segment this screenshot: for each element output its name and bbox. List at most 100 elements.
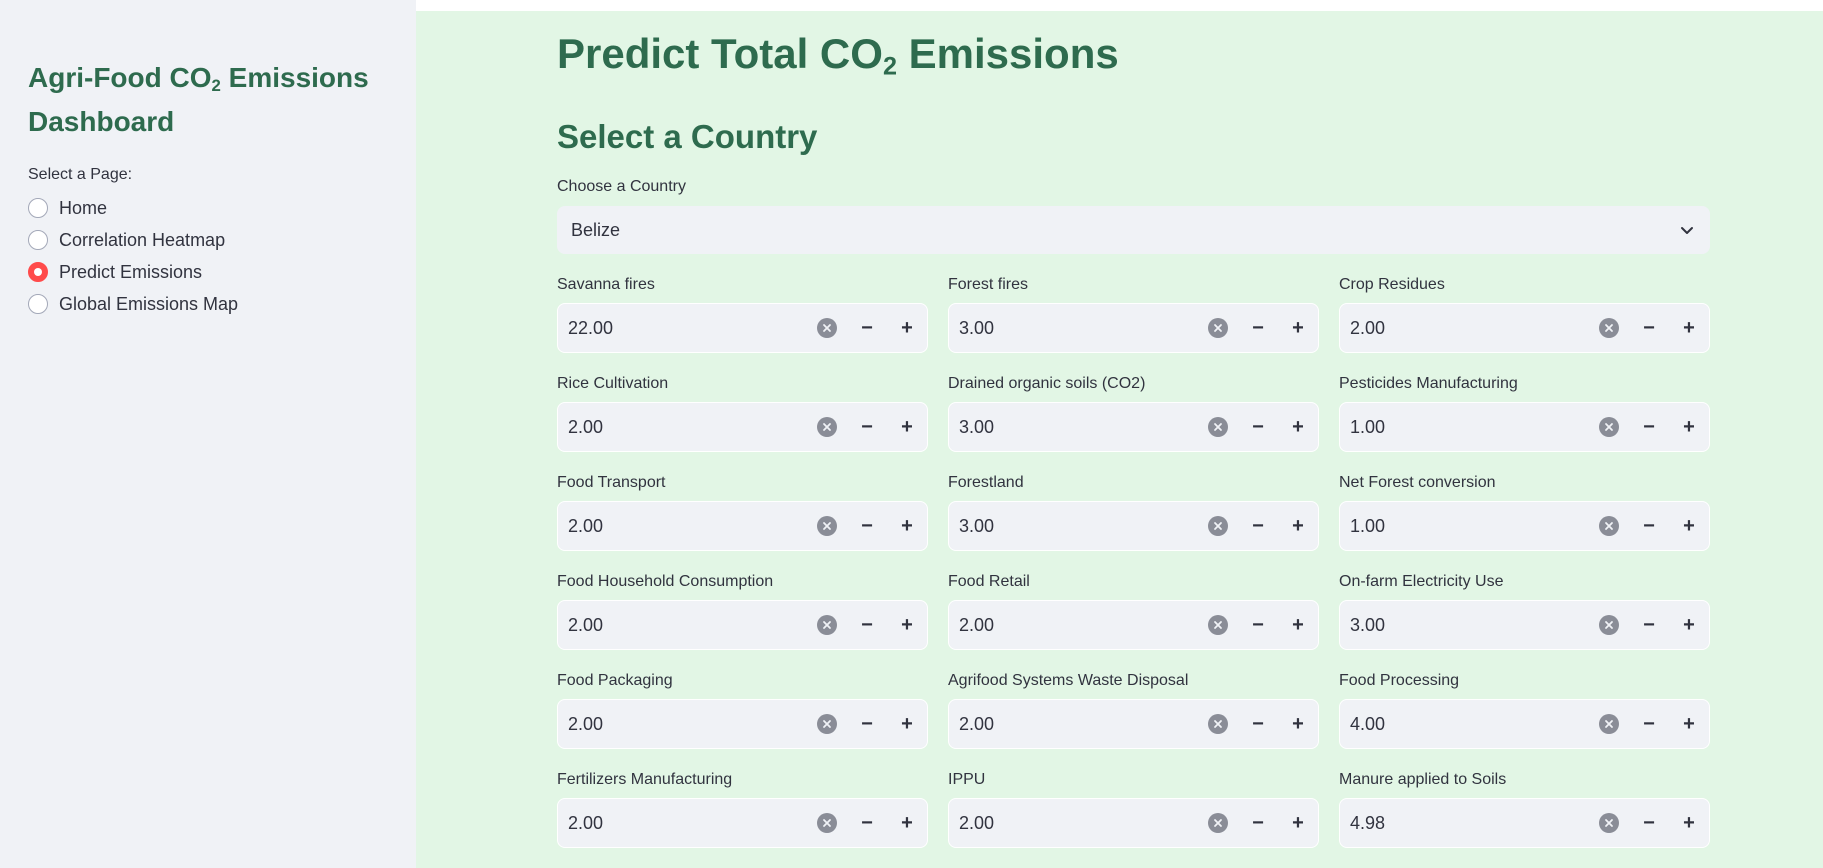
radio-home[interactable]: Home [28,192,388,224]
clear-button[interactable] [807,700,847,748]
decrement-button[interactable]: − [1629,601,1669,649]
number-input-agrifood-systems-waste-disposal[interactable]: 2.00 − + [948,699,1319,750]
decrement-button[interactable]: − [1238,403,1278,451]
plus-icon: + [1683,812,1695,835]
clear-button[interactable] [1589,502,1629,550]
number-input-fertilizers-manufacturing[interactable]: 2.00 − + [557,798,928,849]
decrement-button[interactable]: − [847,700,887,748]
clear-button[interactable] [1589,601,1629,649]
increment-button[interactable]: + [887,502,927,550]
increment-button[interactable]: + [887,403,927,451]
increment-button[interactable]: + [1669,403,1709,451]
increment-button[interactable]: + [1278,304,1318,352]
decrement-button[interactable]: − [1629,304,1669,352]
decrement-button[interactable]: − [1629,403,1669,451]
number-input-value[interactable]: 4.00 [1350,713,1386,734]
decrement-button[interactable]: − [847,502,887,550]
clear-button[interactable] [807,304,847,352]
decrement-button[interactable]: − [1238,799,1278,847]
number-input-drained-organic-soils-co2[interactable]: 3.00 − + [948,402,1319,453]
decrement-button[interactable]: − [1238,700,1278,748]
number-input-pesticides-manufacturing[interactable]: 1.00 − + [1339,402,1710,453]
clear-button[interactable] [807,601,847,649]
increment-button[interactable]: + [1278,799,1318,847]
number-input-value[interactable]: 1.00 [1350,416,1386,437]
number-input-value[interactable]: 22.00 [568,317,614,338]
clear-button[interactable] [1198,304,1238,352]
decrement-button[interactable]: − [847,304,887,352]
plus-icon: + [1292,713,1304,736]
number-input-value[interactable]: 1.00 [1350,515,1386,536]
radio-global-emissions-map[interactable]: Global Emissions Map [28,288,388,320]
increment-button[interactable]: + [1278,502,1318,550]
number-input-rice-cultivation[interactable]: 2.00 − + [557,402,928,453]
clear-button[interactable] [1198,799,1238,847]
decrement-button[interactable]: − [1238,502,1278,550]
increment-button[interactable]: + [887,799,927,847]
clear-button[interactable] [1589,403,1629,451]
clear-button[interactable] [1198,700,1238,748]
clear-button[interactable] [807,502,847,550]
increment-button[interactable]: + [887,304,927,352]
clear-button[interactable] [807,799,847,847]
radio-correlation-heatmap[interactable]: Correlation Heatmap [28,224,388,256]
number-input-value[interactable]: 2.00 [568,812,604,833]
increment-button[interactable]: + [1278,700,1318,748]
increment-button[interactable]: + [1669,700,1709,748]
number-input-crop-residues[interactable]: 2.00 − + [1339,303,1710,354]
number-input-food-processing[interactable]: 4.00 − + [1339,699,1710,750]
decrement-button[interactable]: − [1629,799,1669,847]
number-input-value[interactable]: 2.00 [568,713,604,734]
clear-button[interactable] [1198,403,1238,451]
number-input-food-household-consumption[interactable]: 2.00 − + [557,600,928,651]
clear-button[interactable] [1198,502,1238,550]
number-input-value[interactable]: 2.00 [959,812,995,833]
number-input-value[interactable]: 3.00 [959,416,995,437]
number-input-manure-applied-to-soils[interactable]: 4.98 − + [1339,798,1710,849]
decrement-button[interactable]: − [1629,502,1669,550]
number-input-food-transport[interactable]: 2.00 − + [557,501,928,552]
number-input-net-forest-conversion[interactable]: 1.00 − + [1339,501,1710,552]
radio-circle-icon [28,294,48,315]
number-input-value[interactable]: 3.00 [959,515,995,536]
clear-button[interactable] [1198,601,1238,649]
number-input-value[interactable]: 3.00 [959,317,995,338]
country-select[interactable]: Belize [557,206,1710,255]
number-input-food-packaging[interactable]: 2.00 − + [557,699,928,750]
number-input-value[interactable]: 2.00 [1350,317,1386,338]
number-input-value[interactable]: 3.00 [1350,614,1386,635]
decrement-button[interactable]: − [1238,304,1278,352]
number-input-forestland[interactable]: 3.00 − + [948,501,1319,552]
clear-button[interactable] [1589,700,1629,748]
clear-button[interactable] [1589,799,1629,847]
clear-button[interactable] [807,403,847,451]
decrement-button[interactable]: − [1629,700,1669,748]
radio-predict-emissions[interactable]: Predict Emissions [28,256,388,288]
number-input-on-farm-electricity-use[interactable]: 3.00 − + [1339,600,1710,651]
number-input-value[interactable]: 4.98 [1350,812,1386,833]
increment-button[interactable]: + [887,601,927,649]
number-input-ippu[interactable]: 2.00 − + [948,798,1319,849]
increment-button[interactable]: + [1669,502,1709,550]
decrement-button[interactable]: − [847,403,887,451]
decrement-button[interactable]: − [1238,601,1278,649]
sidebar-title-text: Agri-Food CO [28,62,212,93]
number-input-value[interactable]: 2.00 [568,515,604,536]
increment-button[interactable]: + [1278,403,1318,451]
increment-button[interactable]: + [1278,601,1318,649]
number-input-value[interactable]: 2.00 [568,416,604,437]
number-input-forest-fires[interactable]: 3.00 − + [948,303,1319,354]
increment-button[interactable]: + [1669,799,1709,847]
decrement-button[interactable]: − [847,799,887,847]
increment-button[interactable]: + [1669,304,1709,352]
decrement-button[interactable]: − [847,601,887,649]
number-input-value[interactable]: 2.00 [959,713,995,734]
number-input-food-retail[interactable]: 2.00 − + [948,600,1319,651]
increment-button[interactable]: + [887,700,927,748]
number-input-savanna-fires[interactable]: 22.00 − + [557,303,928,354]
increment-button[interactable]: + [1669,601,1709,649]
number-input-value[interactable]: 2.00 [959,614,995,635]
number-input-value[interactable]: 2.00 [568,614,604,635]
field-agrifood-systems-waste-disposal: Agrifood Systems Waste Disposal 2.00 − + [948,671,1319,750]
clear-button[interactable] [1589,304,1629,352]
